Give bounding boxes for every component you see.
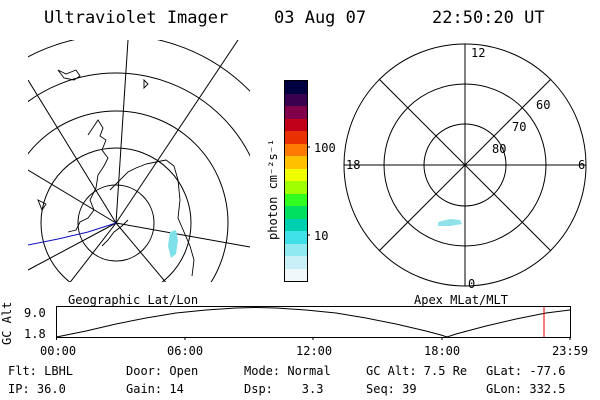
colorbar-unit-label: photon cm⁻²s⁻¹ bbox=[266, 138, 280, 240]
map-meridian bbox=[28, 222, 117, 271]
altitude-x-tick: 06:00 bbox=[167, 344, 204, 358]
altitude-x-tick: 18:00 bbox=[424, 344, 461, 358]
gain-status: Gain: 14 bbox=[126, 382, 184, 396]
altitude-y-tick-high: 9.0 bbox=[24, 306, 46, 320]
header-time: 22:50:20 UT bbox=[432, 8, 545, 28]
polar-diagonal bbox=[378, 78, 552, 252]
map-lat-circle bbox=[28, 72, 250, 157]
glon-status: GLon: 332.5 bbox=[486, 382, 566, 396]
app-title: Ultraviolet Imager bbox=[44, 8, 229, 28]
coastline bbox=[143, 78, 149, 90]
gc-alt-status: GC Alt: 7.5 Re bbox=[366, 364, 468, 378]
coastline bbox=[101, 219, 129, 247]
colorbar-axis bbox=[307, 146, 310, 236]
colorbar-swatch bbox=[285, 268, 307, 281]
colorbar-swatch bbox=[285, 93, 307, 106]
map-meridian bbox=[115, 222, 250, 248]
map-meridian bbox=[115, 40, 239, 224]
colorbar-swatch bbox=[285, 256, 307, 269]
colorbar-swatch bbox=[285, 181, 307, 194]
colorbar-swatch bbox=[285, 218, 307, 231]
mode-status: Mode: Normal bbox=[244, 364, 331, 378]
colorbar-swatch bbox=[285, 156, 307, 169]
map-lat-circle bbox=[77, 184, 155, 262]
altitude-y-tick-low: 1.8 bbox=[24, 327, 46, 341]
glat-status: GLat: -77.6 bbox=[486, 364, 566, 378]
altitude-plot bbox=[56, 306, 571, 340]
altitude-x-tick: 00:00 bbox=[40, 344, 77, 358]
polar-aurora-patch bbox=[438, 219, 462, 226]
colorbar-tick-100: 100 bbox=[314, 141, 336, 155]
colorbar-swatch bbox=[285, 106, 307, 119]
colorbar-swatch bbox=[285, 118, 307, 131]
clock-label-0: 0 bbox=[468, 277, 476, 291]
colorbar-swatch bbox=[285, 168, 307, 181]
colorbar-swatch bbox=[285, 193, 307, 206]
header-date: 03 Aug 07 bbox=[274, 8, 367, 28]
map-lat-circle bbox=[28, 110, 229, 282]
map-label: Geographic Lat/Lon bbox=[68, 293, 199, 307]
satellite-track bbox=[28, 222, 117, 246]
map-meridian bbox=[28, 169, 117, 224]
lat-label-70: 70 bbox=[512, 120, 527, 134]
clock-label-18: 18 bbox=[346, 158, 361, 172]
coastline bbox=[67, 119, 109, 233]
map-meridian bbox=[115, 40, 129, 224]
colorbar bbox=[284, 80, 308, 282]
map-meridian bbox=[115, 222, 167, 282]
map-meridian bbox=[28, 79, 117, 224]
colorbar-swatch bbox=[285, 243, 307, 256]
altitude-y-label: GC Alt bbox=[0, 301, 14, 345]
clock-label-6: 6 bbox=[578, 158, 586, 172]
colorbar-swatch bbox=[285, 131, 307, 144]
colorbar-tick-10: 10 bbox=[314, 229, 329, 243]
colorbar-swatch bbox=[285, 143, 307, 156]
altitude-curve bbox=[56, 306, 571, 338]
coastline bbox=[57, 69, 81, 81]
coastline bbox=[109, 159, 195, 277]
coastline bbox=[37, 199, 47, 211]
geographic-map bbox=[28, 40, 250, 282]
colorbar-swatch bbox=[285, 231, 307, 244]
colorbar-swatch bbox=[285, 81, 307, 94]
ip-status: IP: 36.0 bbox=[8, 382, 66, 396]
map-meridian bbox=[69, 222, 117, 282]
lat-label-80: 80 bbox=[492, 142, 507, 156]
door-status: Door: Open bbox=[126, 364, 199, 378]
filter-status: Flt: LBHL bbox=[8, 364, 74, 378]
map-lat-circle bbox=[40, 147, 192, 282]
aurora-patch bbox=[168, 230, 178, 258]
colorbar-swatch bbox=[285, 206, 307, 219]
clock-label-12: 12 bbox=[471, 46, 486, 60]
polar-plot bbox=[343, 43, 587, 287]
lat-label-60: 60 bbox=[536, 98, 551, 112]
altitude-x-tick: 12:00 bbox=[296, 344, 333, 358]
dsp-status: Dsp: 3.3 bbox=[244, 382, 324, 396]
altitude-x-tick: 23:59 bbox=[552, 344, 589, 358]
polar-label: Apex MLat/MLT bbox=[414, 293, 508, 307]
seq-status: Seq: 39 bbox=[366, 382, 417, 396]
